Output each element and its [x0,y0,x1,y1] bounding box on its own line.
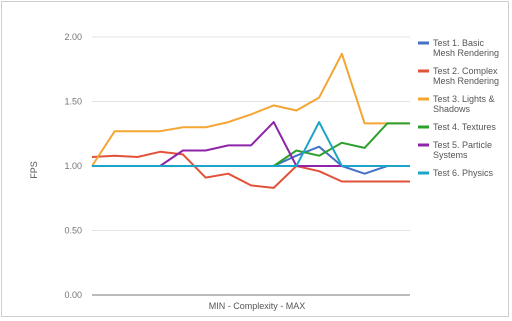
series-line-2 [91,150,410,189]
legend-label-6: Test 6. Physics [433,168,494,178]
y-tick-labels: 0.00 0.50 1.00 1.50 2.00 [64,32,82,300]
chart-frame: 0.00 0.50 1.00 1.50 2.00 FPS MIN - Complexit… [1,1,509,317]
y-tick-label: 0.00 [64,290,82,300]
legend-label-4: Test 4. Textures [433,122,496,132]
x-axis-label: MIN - Complexity - MAX [209,301,306,311]
series-line-3 [91,52,410,167]
y-tick-label: 2.00 [64,32,82,42]
y-tick-label: 0.50 [64,226,82,236]
series-lines [91,52,410,189]
series-line-5 [92,121,410,167]
series-line-1 [92,145,410,175]
legend: Test 1. Basic Mesh Rendering Test 2. Compl… [418,38,499,178]
y-tick-label: 1.00 [64,161,82,171]
legend-label-5: Test 5. Particle Systems [433,140,492,160]
legend-label-1: Test 1. Basic Mesh Rendering [433,38,499,58]
fps-line-chart: 0.00 0.50 1.00 1.50 2.00 FPS MIN - Complexit… [29,32,499,311]
legend-label-2: Test 2. Complex Mesh Rendering [433,66,499,86]
y-tick-label: 1.50 [64,97,82,107]
series-line-6 [92,121,410,167]
y-axis-label: FPS [29,161,39,179]
legend-label-3: Test 3. Lights & Shadows [433,94,495,114]
